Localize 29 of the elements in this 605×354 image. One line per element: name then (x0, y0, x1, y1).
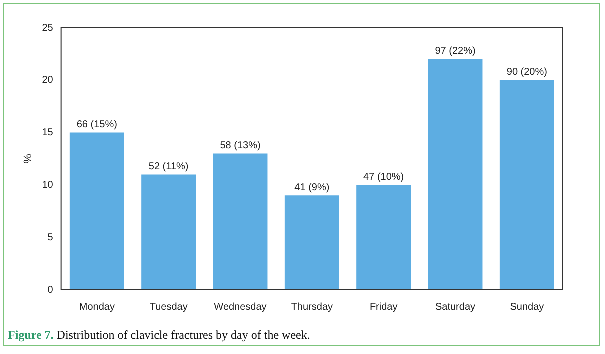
data-label: 41 (9%) (294, 182, 330, 194)
y-tick-label: 10 (42, 180, 54, 191)
x-tick-label: Saturday (435, 302, 476, 313)
bar (142, 174, 196, 290)
bar (428, 59, 483, 290)
caption: Figure 7. Distribution of clavicle fractures by day of the week. (8, 328, 310, 343)
bar (356, 185, 412, 290)
bar (500, 80, 554, 290)
x-tick-label: Wednesday (214, 302, 267, 313)
bar (213, 154, 268, 290)
y-tick-label: 0 (48, 284, 54, 296)
y-tick-label: 15 (42, 128, 54, 139)
y-tick-label: 20 (42, 75, 54, 86)
x-tick-label: Friday (370, 302, 398, 313)
x-tick-label: Sunday (510, 302, 544, 313)
bar (284, 196, 340, 290)
data-label: 97 (22%) (435, 46, 476, 58)
data-label: 52 (11%) (148, 161, 189, 172)
y-tick-label: 5 (48, 232, 54, 244)
data-label: 90 (20%) (506, 67, 548, 78)
data-label: 47 (10%) (364, 172, 404, 183)
bar (70, 132, 124, 290)
data-label: 66 (15%) (76, 120, 118, 131)
x-tick-label: Tuesday (150, 302, 188, 313)
y-tick-label: 25 (42, 22, 54, 34)
y-axis-title: % (22, 154, 35, 164)
x-tick-label: Thursday (291, 302, 334, 313)
data-label: 58 (13%) (220, 140, 261, 152)
x-tick-label: Monday (79, 302, 115, 313)
